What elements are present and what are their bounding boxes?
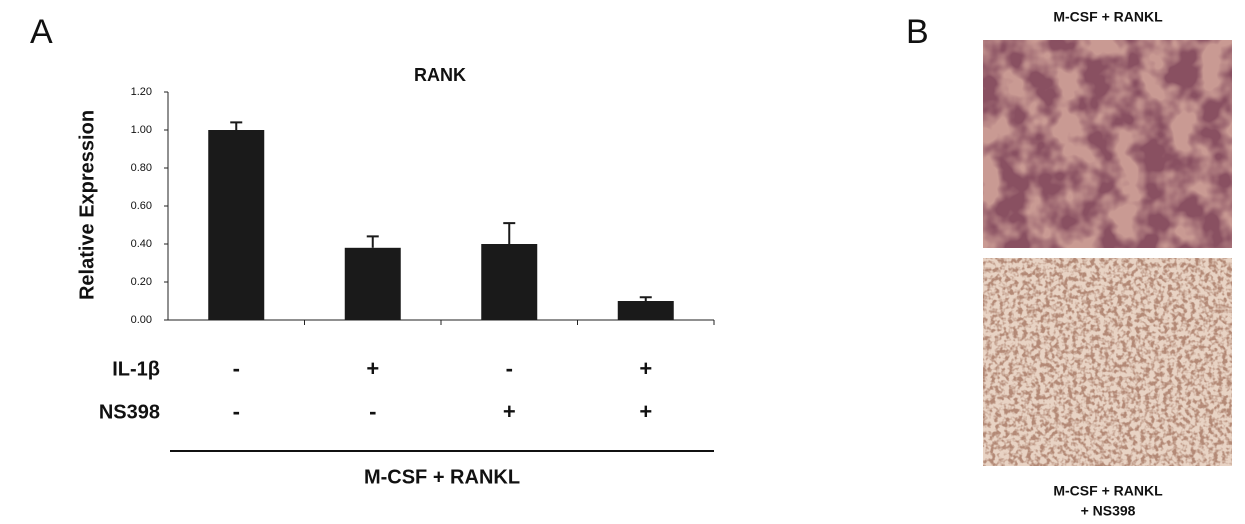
image-caption: + NS398 — [1081, 503, 1136, 519]
y-axis-label: Relative Expression — [76, 110, 98, 300]
treatment-mark: - — [506, 356, 513, 381]
bar — [208, 130, 264, 320]
group-label: M-CSF + RANKL — [364, 466, 520, 488]
y-tick-label: 1.00 — [131, 124, 152, 136]
y-tick-label: 0.40 — [131, 238, 152, 250]
panel-label: A — [30, 13, 53, 51]
error-bar — [230, 122, 242, 130]
treatment-mark: + — [366, 356, 379, 381]
error-bar — [640, 297, 652, 301]
treatment-mark: - — [233, 356, 240, 381]
figure: A RANK Relative Expression M-CSF + RANKL… — [0, 0, 1245, 524]
treatment-mark: + — [503, 399, 516, 424]
y-tick-label: 0.60 — [131, 200, 152, 212]
bar — [618, 301, 674, 320]
treatment-mark: + — [639, 356, 652, 381]
micrograph-texture — [983, 40, 1232, 248]
panel-label: B — [906, 13, 929, 51]
image-caption: M-CSF + RANKL — [1053, 9, 1163, 25]
chart-title: RANK — [414, 65, 466, 85]
error-bar — [367, 236, 379, 247]
treatment-mark: - — [233, 399, 240, 424]
y-tick-label: 0.80 — [131, 162, 152, 174]
y-tick-label: 0.00 — [131, 314, 152, 326]
bar — [481, 244, 537, 320]
treatment-label: NS398 — [99, 401, 160, 423]
treatment-mark: - — [369, 399, 376, 424]
bar — [345, 248, 401, 320]
y-tick-label: 1.20 — [131, 86, 152, 98]
treatment-label: IL-1β — [112, 358, 160, 380]
error-bar — [503, 223, 515, 244]
micrograph-texture — [983, 258, 1232, 466]
y-tick-label: 0.20 — [131, 276, 152, 288]
image-caption: M-CSF + RANKL — [1053, 483, 1163, 499]
treatment-mark: + — [639, 399, 652, 424]
